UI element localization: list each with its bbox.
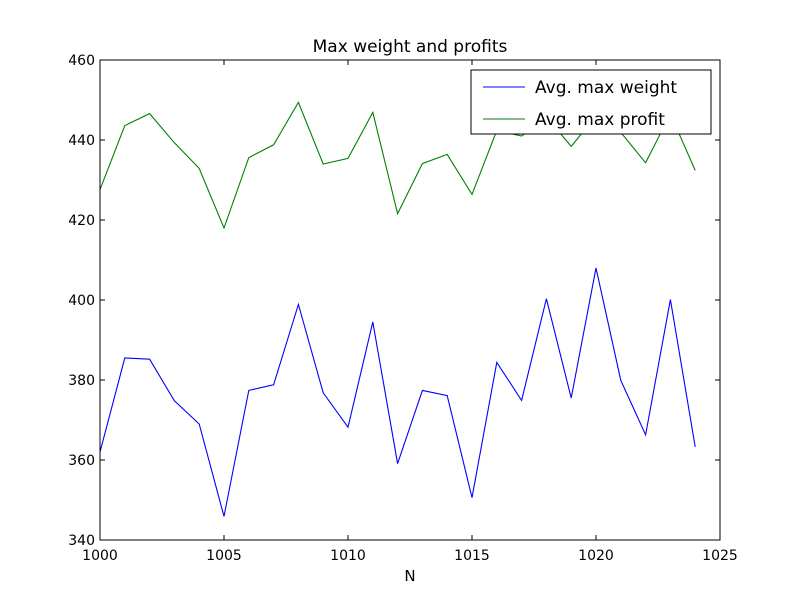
y-tick-label: 460: [68, 53, 95, 69]
x-tick-label: 1010: [330, 548, 366, 564]
y-tick-label: 340: [68, 533, 95, 549]
y-tick-label: 380: [68, 373, 95, 389]
y-tick-label: 440: [68, 133, 95, 149]
x-axis-label: N: [404, 567, 415, 585]
legend: Avg. max weight Avg. max profit: [470, 69, 712, 135]
y-tick-label: 420: [68, 213, 95, 229]
ticks-layer: 1000 1005 1010 1015 1020 1025 340 360 380 400 420 4…: [68, 53, 738, 564]
series-line-1: [100, 267, 696, 517]
plot-area: [100, 60, 720, 540]
plot-frame: [99, 59, 721, 541]
legend-box: [470, 69, 712, 135]
legend-label: Avg. max weight: [535, 78, 677, 98]
x-tick-label: 1005: [206, 548, 242, 564]
x-tick-label: 1025: [702, 548, 738, 564]
x-tick-label: 1020: [578, 548, 614, 564]
chart-title: Max weight and profits: [313, 37, 508, 57]
x-tick-label: 1000: [82, 548, 118, 564]
y-tick-label: 360: [68, 453, 95, 469]
x-tick-label: 1015: [454, 548, 490, 564]
legend-label: Avg. max profit: [535, 110, 665, 130]
y-tick-label: 400: [68, 293, 95, 309]
